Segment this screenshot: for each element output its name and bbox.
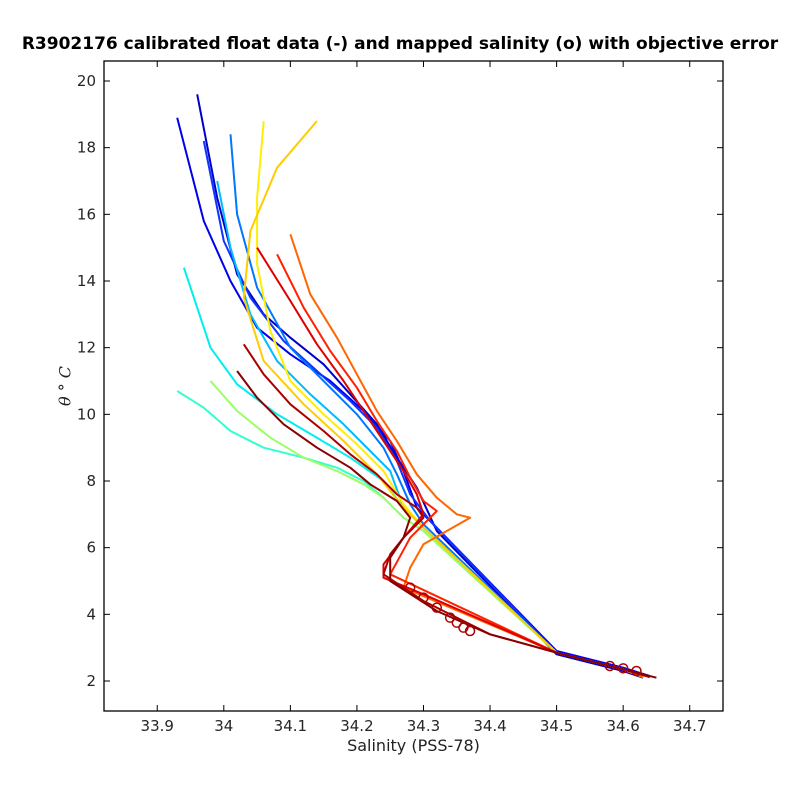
y-tick-label: 2 xyxy=(86,672,96,690)
axes-box xyxy=(103,60,724,712)
y-tick-label: 18 xyxy=(77,139,96,157)
x-tick-label: 33.9 xyxy=(141,717,174,735)
y-tick-label: 16 xyxy=(77,205,96,223)
y-axis-label-text: θ ° C xyxy=(55,365,75,407)
series-layer xyxy=(176,94,657,679)
profile-line-2 xyxy=(176,117,651,677)
y-tick-label: 10 xyxy=(77,405,96,423)
mapped-salinity-marker-9 xyxy=(617,663,629,674)
profile-line-1 xyxy=(196,94,644,679)
y-tick-label: 8 xyxy=(86,472,96,490)
profile-line-8 xyxy=(209,380,644,678)
y-tick-label: 14 xyxy=(77,272,96,290)
x-tick-label: 34.2 xyxy=(340,717,373,735)
mapped-salinity-marker-7 xyxy=(464,625,476,637)
axis-ticks: 33.9 34 34.1 34.2 34.3 34.4 34.5 34.6 34.7 2 4 6 8 10… xyxy=(77,61,723,735)
x-tick-label: 34.5 xyxy=(540,717,573,735)
x-tick-label: 34.4 xyxy=(473,717,506,735)
profile-line-15 xyxy=(236,370,657,679)
x-tick-label: 34.6 xyxy=(606,717,639,735)
y-tick-label: 4 xyxy=(86,605,96,623)
chart-title: R3902176 calibrated float data (-) and m… xyxy=(21,34,779,54)
mapped-salinity-marker-2 xyxy=(418,592,429,603)
mapped-salinity-marker-1 xyxy=(404,582,416,593)
mapped-salinity-marker-8 xyxy=(604,660,616,672)
x-tick-label: 34.7 xyxy=(673,717,706,735)
x-tick-label: 34.3 xyxy=(407,717,440,735)
x-tick-label: 34.1 xyxy=(274,717,307,735)
profile-line-13 xyxy=(256,247,651,678)
y-tick-label: 20 xyxy=(77,72,96,90)
profile-line-10 xyxy=(242,120,644,678)
y-axis-label: θ ° C xyxy=(56,366,75,406)
profile-line-5 xyxy=(216,180,644,678)
x-tick-label: 34 xyxy=(214,717,233,735)
mapped-salinity-marker-10 xyxy=(631,665,642,677)
profile-line-7 xyxy=(176,390,644,678)
mapped-salinity-marker-5 xyxy=(451,617,463,628)
mapped-salinity-markers xyxy=(404,582,642,677)
y-tick-label: 12 xyxy=(77,339,96,357)
y-tick-label: 6 xyxy=(86,539,96,557)
mapped-salinity-marker-4 xyxy=(444,612,456,623)
mapped-salinity-marker-3 xyxy=(431,602,443,613)
x-axis-label: Salinity (PSS-78) xyxy=(347,736,480,755)
